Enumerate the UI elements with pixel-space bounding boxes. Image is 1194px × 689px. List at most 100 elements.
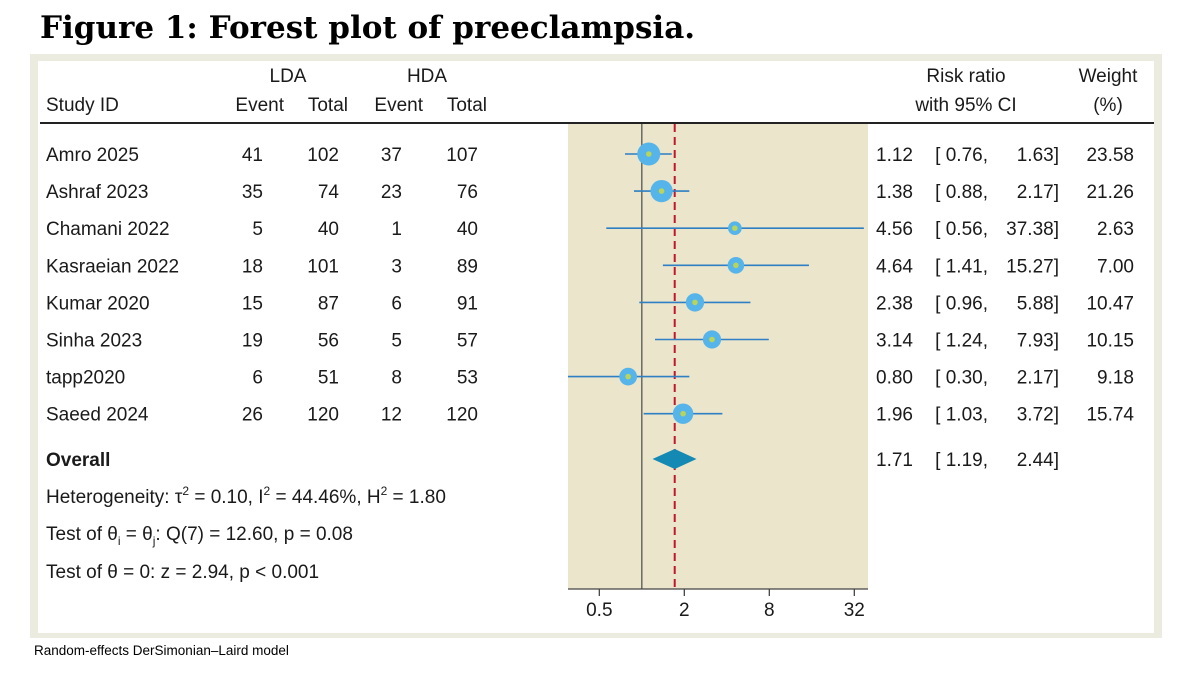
ci-high: 7.93] [1017,331,1059,352]
weight-value: 10.47 [1086,293,1134,314]
hda-event: 23 [381,182,402,203]
heterogeneity-stat: Heterogeneity: τ2 = 0.10, I2 = 44.46%, H… [46,484,446,508]
x-tick-label: 2 [679,600,690,621]
ci-low: [ 0.96, [935,293,988,314]
risk-ratio: 1.12 [876,145,913,166]
overall-ci-low: [ 1.19, [935,450,988,471]
lda-total: 56 [318,331,339,352]
ci-low: [ 1.24, [935,331,988,352]
lda-event: 41 [242,145,263,166]
ci-low: [ 0.30, [935,368,988,389]
weight-value: 10.15 [1086,331,1134,352]
study-name: Sinha 2023 [46,331,142,352]
footnote: Random-effects DerSimonian–Laird model [34,643,289,658]
effect-test: Test of θ = 0: z = 2.94, p < 0.001 [46,562,319,583]
study-row: tapp2020 6 51 8 53 0.80 [ 0.30, 2.17] 9.18 [46,368,1134,389]
het-h-val: = 1.80 [387,487,446,508]
study-name: Saeed 2024 [46,405,149,426]
hda-event: 37 [381,145,402,166]
hda-total: 53 [457,368,478,389]
hda-event: 6 [391,293,402,314]
ci-high: 1.63] [1017,145,1059,166]
plot-region [568,124,868,589]
risk-ratio: 1.96 [876,405,913,426]
effect-header-line1: Risk ratio [926,66,1005,87]
x-tick-label: 8 [764,600,775,621]
homog-pre: Test of θ [46,524,118,545]
ci-low: [ 1.03, [935,405,988,426]
homog-sub-j: j [152,534,156,548]
risk-ratio: 2.38 [876,293,913,314]
lda-event: 6 [252,368,263,389]
point-estimate [709,336,715,343]
group2-header: HDA [407,66,447,87]
point-estimate [658,188,665,194]
overall-diamond [652,449,697,469]
hda-total: 40 [457,219,478,240]
hda-event: 12 [381,405,402,426]
ci-low: [ 0.76, [935,145,988,166]
homog-mid: = θ [121,524,153,545]
weight-header-line2: (%) [1093,95,1123,116]
hda-total-header: Total [447,95,487,116]
study-rows: Amro 2025 41 102 37 107 1.12 [ 0.76, 1.63] 23.58… [46,145,1134,426]
het-tau-exp: 2 [182,484,189,498]
study-name: Kasraeian 2022 [46,256,179,277]
hda-event: 8 [391,368,402,389]
lda-event-header: Event [235,95,284,116]
point-estimate [732,225,738,231]
ci-low: [ 0.56, [935,219,988,240]
lda-total: 74 [318,182,340,203]
x-axis: 0.5 2 8 32 [586,589,865,621]
hda-event: 1 [391,219,402,240]
het-h-exp: 2 [381,484,388,498]
het-tau-val: = 0.10, I [189,487,263,508]
risk-ratio: 4.56 [876,219,913,240]
lda-total: 87 [318,293,339,314]
effect-header-line2: with 95% CI [914,95,1016,116]
homog-post: : Q(7) = 12.60, p = 0.08 [155,524,353,545]
point-estimate [625,373,631,380]
figure-title: Figure 1: Forest plot of preeclampsia. [40,10,696,46]
study-row: Kasraeian 2022 18 101 3 89 4.64 [ 1.41, 15.27] 7… [46,256,1134,277]
weight-value: 15.74 [1086,405,1134,426]
risk-ratio: 3.14 [876,331,913,352]
hda-event: 5 [391,331,402,352]
study-row: Amro 2025 41 102 37 107 1.12 [ 0.76, 1.63] 23.58 [46,145,1134,166]
lda-total: 40 [318,219,339,240]
overall-ci-high: 2.44] [1017,450,1059,471]
weight-value: 7.00 [1097,256,1134,277]
het-i-exp: 2 [264,484,271,498]
study-row: Sinha 2023 19 56 5 57 3.14 [ 1.24, 7.93] 10.15 [46,331,1134,352]
study-name: Kumar 2020 [46,293,150,314]
overall-rr: 1.71 [876,450,913,471]
weight-value: 23.58 [1086,145,1134,166]
lda-total: 120 [307,405,339,426]
lda-event: 35 [242,182,263,203]
risk-ratio: 0.80 [876,368,913,389]
risk-ratio: 4.64 [876,256,913,277]
lda-total-header: Total [308,95,348,116]
hda-event-header: Event [374,95,423,116]
hda-total: 89 [457,256,478,277]
ci-high: 2.17] [1017,368,1059,389]
weight-value: 9.18 [1097,368,1134,389]
forest-marks [568,142,864,424]
study-name: Amro 2025 [46,145,139,166]
x-tick-label: 0.5 [586,600,612,621]
hda-total: 107 [446,145,478,166]
ci-high: 15.27] [1006,256,1059,277]
group1-header: LDA [270,66,307,87]
homogeneity-test: Test of θi = θj: Q(7) = 12.60, p = 0.08 [46,524,353,548]
ci-low: [ 0.88, [935,182,988,203]
ci-high: 2.17] [1017,182,1059,203]
point-estimate [733,262,739,269]
study-name: Chamani 2022 [46,219,170,240]
point-estimate [692,299,698,306]
point-estimate [645,151,652,157]
study-row: Saeed 2024 26 120 12 120 1.96 [ 1.03, 3.72] 15.7… [46,405,1134,426]
lda-total: 51 [318,368,339,389]
weight-value: 21.26 [1086,182,1134,203]
lda-event: 15 [242,293,263,314]
